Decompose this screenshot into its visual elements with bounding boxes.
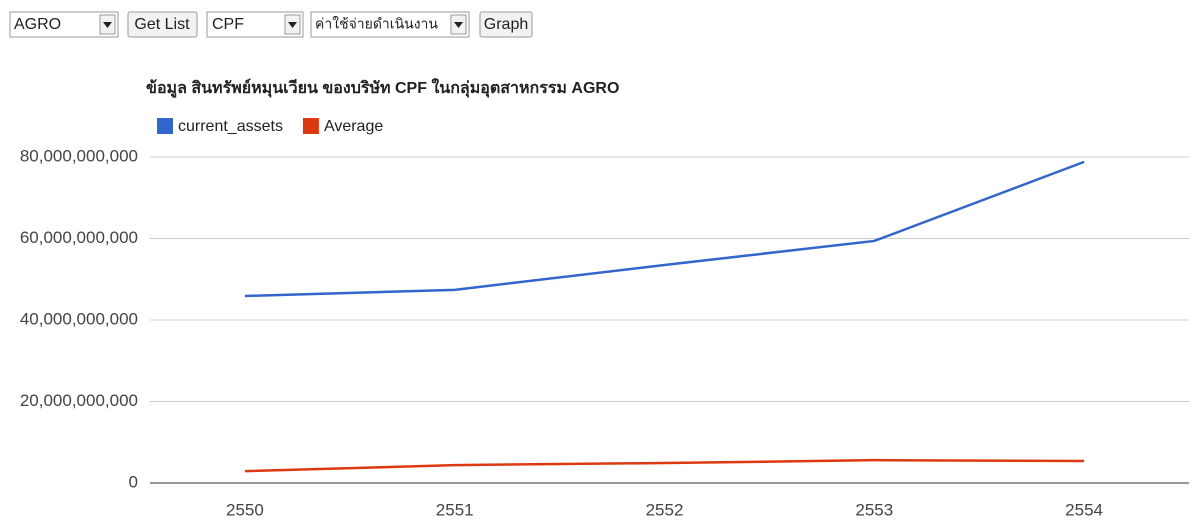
- y-tick-label: 40,000,000,000: [20, 309, 138, 328]
- y-tick-label: 80,000,000,000: [20, 146, 138, 165]
- chart-title: ข้อมูล สินทรัพย์หมุนเวียน ของบริษัท CPF …: [146, 78, 619, 99]
- data-line: [244, 160, 1085, 298]
- toolbar: AGRO Get List CPF ค่าใช้จ่ายดำเนินงาน Gr…: [9, 11, 533, 38]
- group-select-value: AGRO: [14, 16, 61, 33]
- legend-label: Average: [324, 118, 383, 135]
- legend-label: current_assets: [178, 118, 283, 135]
- x-tick-label: 2553: [855, 500, 893, 519]
- y-tick-label: 60,000,000,000: [20, 228, 138, 247]
- get-list-button[interactable]: [127, 11, 198, 38]
- company-select-value: CPF: [212, 16, 244, 33]
- x-tick-label: 2551: [436, 500, 474, 519]
- legend-swatch: [302, 118, 319, 134]
- y-tick-label: 0: [129, 472, 138, 491]
- arrow-icon: [454, 22, 463, 28]
- arrow-icon: [288, 22, 297, 28]
- button-label: Graph: [484, 16, 528, 33]
- y-tick-label: 20,000,000,000: [20, 391, 138, 410]
- item-select[interactable]: [310, 11, 470, 38]
- x-tick-label: 2550: [226, 500, 264, 519]
- item-select-value: ค่าใช้จ่ายดำเนินงาน: [315, 16, 438, 32]
- arrow-icon: [103, 22, 112, 28]
- x-tick-label: 2552: [646, 500, 684, 519]
- graph-button[interactable]: [479, 11, 533, 38]
- data-line: [244, 458, 1085, 473]
- legend-swatch: [157, 118, 173, 134]
- x-tick-label: 2554: [1065, 500, 1103, 519]
- button-label: Get List: [134, 16, 190, 33]
